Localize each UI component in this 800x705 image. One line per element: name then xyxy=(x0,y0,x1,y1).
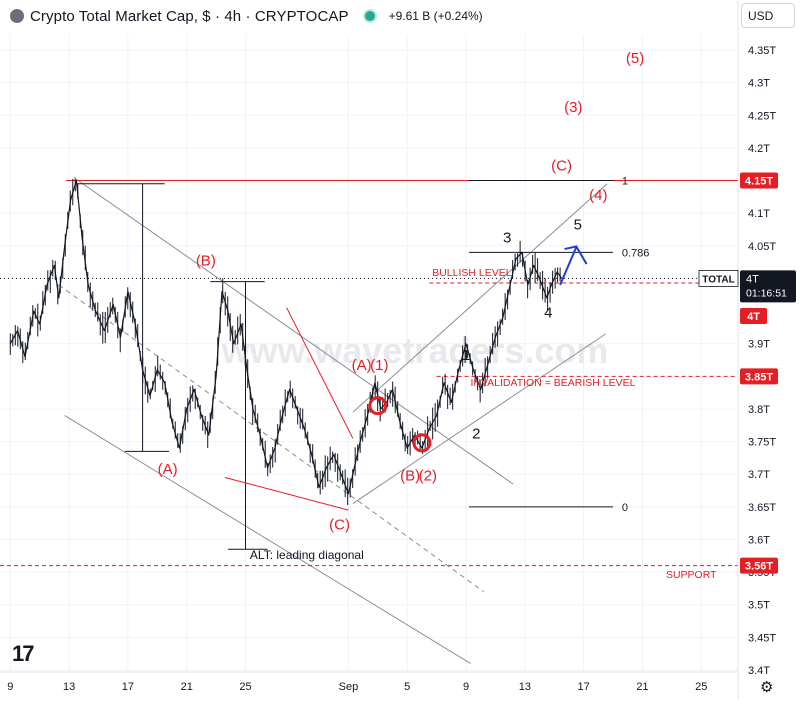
y-tick-label: 3.65T xyxy=(748,502,776,514)
fib-level-label: 0 xyxy=(622,502,628,514)
level-price-badge xyxy=(740,368,778,385)
wave-label-black: 4 xyxy=(544,305,552,322)
y-tick-label: 3.8T xyxy=(748,404,770,416)
x-tick-label: 13 xyxy=(63,681,75,693)
x-tick-label: Sep xyxy=(339,681,359,693)
bullish-level-label: BULLISH LEVEL xyxy=(432,267,512,279)
y-tick-label: 3.5T xyxy=(748,600,770,612)
fib-level-label: 1 xyxy=(622,176,628,188)
symbol-title[interactable]: Crypto Total Market Cap, $ · 4h · CRYPTO… xyxy=(30,7,349,25)
wave-label-black: 3 xyxy=(503,230,511,247)
wave-label-black: 2 xyxy=(472,425,480,442)
level-price-badge-text: 3.85T xyxy=(745,371,773,383)
symbol-name-badge-text: TOTAL xyxy=(702,274,734,285)
settings-gear-icon[interactable]: ⚙ xyxy=(760,679,774,696)
red-diagonal-line xyxy=(224,476,349,511)
wave-label-red: (C) xyxy=(329,517,350,534)
y-tick-label: 3.75T xyxy=(748,437,776,449)
current-price-badge xyxy=(740,270,796,303)
x-tick-label: 13 xyxy=(519,681,531,693)
wave-label-red: (2) xyxy=(419,468,437,485)
level-price-badge-text: 3.56T xyxy=(745,561,773,573)
y-tick-label: 4.3T xyxy=(748,78,770,90)
wave-label-red: (5) xyxy=(626,50,644,67)
x-tick-label: 17 xyxy=(578,681,590,693)
x-tick-label: 21 xyxy=(181,681,193,693)
wave-label-red: (A) xyxy=(352,357,372,374)
y-tick-label: 3.9T xyxy=(748,339,770,351)
support-label: SUPPORT xyxy=(666,569,717,581)
projection-arrow xyxy=(559,246,578,286)
wave-label-black: 1 xyxy=(462,347,470,364)
currency-selector[interactable]: USD xyxy=(741,3,795,28)
currency-label: USD xyxy=(748,8,774,23)
price-series xyxy=(9,178,563,505)
projection-arrowhead xyxy=(564,245,588,265)
symbol-name-badge xyxy=(698,270,739,287)
x-tick-label: 9 xyxy=(7,681,13,693)
bullish-price-badge-text: 4T xyxy=(747,311,760,323)
y-tick-label: 3.7T xyxy=(748,469,770,481)
y-tick-label: 4.1T xyxy=(748,208,770,220)
wave-label-red: (4) xyxy=(589,187,607,204)
wave-marker-circle xyxy=(368,396,388,416)
trend-channels xyxy=(58,176,608,664)
y-tick-label: 4.05T xyxy=(748,241,776,253)
price-change: +9.61 B (+0.24%) xyxy=(388,9,483,23)
wave-label-red: (A) xyxy=(158,461,178,478)
y-tick-label: 4.2T xyxy=(748,143,770,155)
wave-label-red: (B) xyxy=(196,252,216,269)
y-tick-label: 4.35T xyxy=(748,45,776,57)
current-price-value: 4T xyxy=(746,273,759,285)
annotations: (A)(B)(C)(A)(1)(B)(2)(C)(3)(4)(5)12345BU… xyxy=(158,50,718,581)
chart-header: Crypto Total Market Cap, $ · 4h · CRYPTO… xyxy=(0,0,738,32)
channel-rising-upper-line xyxy=(352,183,608,413)
y-tick-label: 4.25T xyxy=(748,110,776,122)
wave-label-red: (B) xyxy=(400,468,420,485)
y-tick-label: 3.4T xyxy=(748,665,770,677)
level-price-badge xyxy=(740,172,778,189)
wave-label-black: 5 xyxy=(574,216,582,233)
y-tick-label: 3.6T xyxy=(748,534,770,546)
wave-marker-circle xyxy=(412,433,432,453)
tradingview-logo-icon[interactable]: 17 xyxy=(12,641,35,666)
horizontal-levels: 1 0.786 0 xyxy=(0,176,738,567)
bullish-price-badge xyxy=(740,307,767,324)
invalidation-label: INVALIDATION = BEARISH LEVEL xyxy=(470,377,635,389)
wave-label-red: (C) xyxy=(551,158,572,175)
red-wave-line xyxy=(286,307,354,439)
level-price-badge-text: 4.15T xyxy=(745,176,773,188)
grid xyxy=(0,35,738,672)
x-tick-label: 25 xyxy=(695,681,707,693)
watermark: www.wavetraders.com xyxy=(221,330,609,371)
channel-upper-line xyxy=(73,176,514,485)
wave-label-red: (3) xyxy=(564,99,582,116)
y-tick-label: 3.45T xyxy=(748,632,776,644)
channel-mid-dashed-line xyxy=(58,284,484,593)
wave-label-red: (1) xyxy=(370,357,388,374)
x-tick-label: 21 xyxy=(636,681,648,693)
fib-level-label: 0.786 xyxy=(622,247,650,259)
candle-timer: 01:16:51 xyxy=(746,287,787,299)
market-status-icon[interactable] xyxy=(362,9,377,23)
symbol-icon[interactable] xyxy=(10,9,24,23)
x-tick-label: 5 xyxy=(404,681,410,693)
channel-rising-lower-line xyxy=(352,333,606,504)
price-line xyxy=(9,179,563,495)
x-tick-label: 25 xyxy=(239,681,251,693)
alt-diagonal-label: ALT: leading diagonal xyxy=(250,548,364,562)
x-tick-label: 9 xyxy=(463,681,469,693)
level-price-badge xyxy=(740,557,778,574)
channel-lower-line xyxy=(64,415,471,664)
x-tick-label: 17 xyxy=(122,681,134,693)
